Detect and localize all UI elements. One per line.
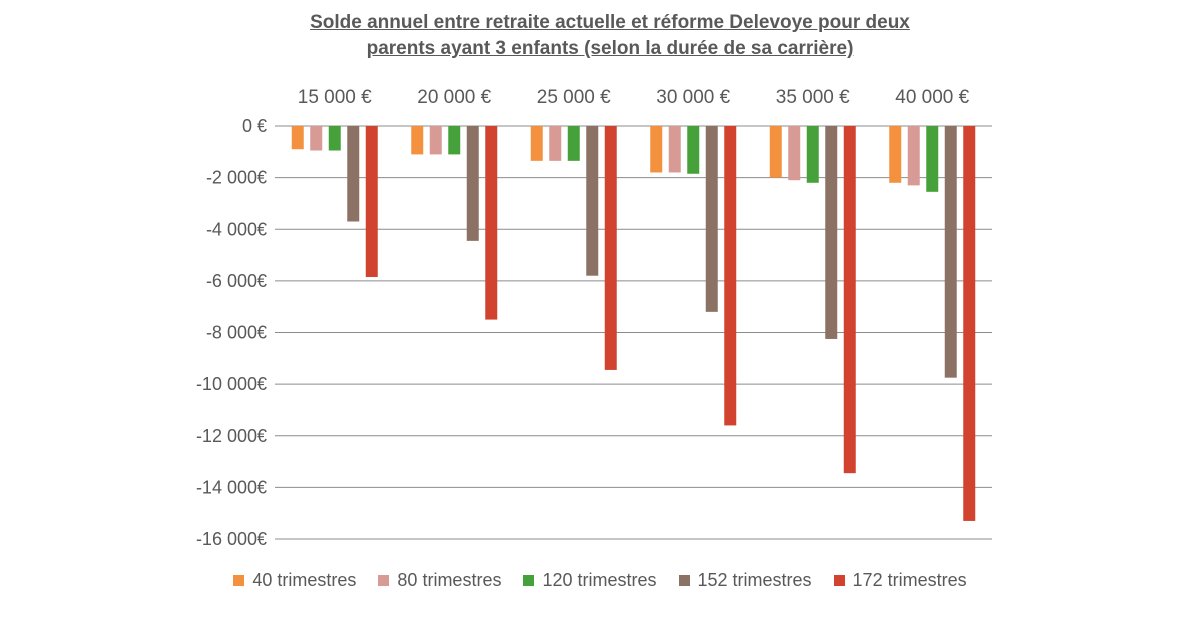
legend-swatch bbox=[523, 575, 535, 586]
bar bbox=[769, 126, 782, 178]
bar bbox=[448, 126, 461, 155]
legend-label: 120 trimestres bbox=[542, 570, 657, 590]
bar bbox=[310, 126, 323, 151]
bar bbox=[291, 126, 304, 150]
y-tick-label: -8 000€ bbox=[206, 323, 267, 343]
y-tick-label: -14 000€ bbox=[196, 477, 267, 497]
category-label: 25 000 € bbox=[537, 87, 611, 108]
y-tick-label: -12 000€ bbox=[196, 426, 267, 446]
legend-swatch bbox=[833, 575, 845, 586]
bar bbox=[586, 126, 599, 276]
legend-swatch bbox=[678, 575, 690, 586]
y-tick-label: -10 000€ bbox=[196, 374, 267, 394]
legend-label: 152 trimestres bbox=[697, 570, 812, 590]
bar bbox=[650, 126, 663, 173]
chart-title-line-2: parents ayant 3 enfants (selon la durée … bbox=[366, 38, 854, 59]
bar bbox=[963, 126, 976, 521]
legend-label: 172 trimestres bbox=[852, 570, 967, 590]
y-tick-label: -16 000€ bbox=[196, 529, 267, 549]
bar bbox=[926, 126, 939, 192]
chart-title: Solde annuel entre retraite actuelle et … bbox=[250, 10, 970, 62]
legend-item: 80 trimestres bbox=[378, 570, 501, 591]
bar bbox=[687, 126, 700, 174]
bar bbox=[825, 126, 838, 339]
bar bbox=[328, 126, 341, 151]
bar bbox=[806, 126, 819, 183]
y-tick-label: -4 000€ bbox=[206, 219, 267, 239]
chart-title-line-1: Solde annuel entre retraite actuelle et … bbox=[310, 12, 910, 33]
category-label: 40 000 € bbox=[895, 87, 969, 108]
legend-item: 172 trimestres bbox=[833, 570, 967, 591]
bar bbox=[466, 126, 479, 241]
bar bbox=[788, 126, 801, 181]
bar bbox=[411, 126, 424, 155]
category-label: 20 000 € bbox=[417, 87, 491, 108]
bar bbox=[365, 126, 378, 278]
bar bbox=[549, 126, 562, 161]
category-label: 15 000 € bbox=[298, 87, 372, 108]
bar bbox=[347, 126, 360, 222]
bar bbox=[668, 126, 681, 173]
bar bbox=[944, 126, 957, 378]
legend-item: 152 trimestres bbox=[678, 570, 812, 591]
bar bbox=[604, 126, 617, 370]
legend-label: 80 trimestres bbox=[397, 570, 502, 590]
bar bbox=[567, 126, 580, 161]
bar bbox=[907, 126, 920, 186]
y-tick-label: -6 000€ bbox=[206, 271, 267, 291]
bar bbox=[485, 126, 498, 320]
bar bbox=[724, 126, 737, 426]
bar bbox=[705, 126, 718, 312]
legend-swatch bbox=[233, 575, 245, 586]
bar bbox=[889, 126, 902, 183]
category-label: 30 000 € bbox=[656, 87, 730, 108]
legend-swatch bbox=[378, 575, 390, 586]
y-tick-label: 0 € bbox=[242, 116, 267, 136]
legend-label: 40 trimestres bbox=[252, 570, 357, 590]
chart-legend: 40 trimestres 80 trimestres 120 trimestres… bbox=[0, 570, 1200, 591]
y-tick-label: -2 000€ bbox=[206, 168, 267, 188]
bar bbox=[843, 126, 856, 474]
category-label: 35 000 € bbox=[776, 87, 850, 108]
legend-item: 120 trimestres bbox=[523, 570, 657, 591]
bar bbox=[530, 126, 543, 161]
legend-item: 40 trimestres bbox=[233, 570, 356, 591]
bar bbox=[429, 126, 442, 155]
